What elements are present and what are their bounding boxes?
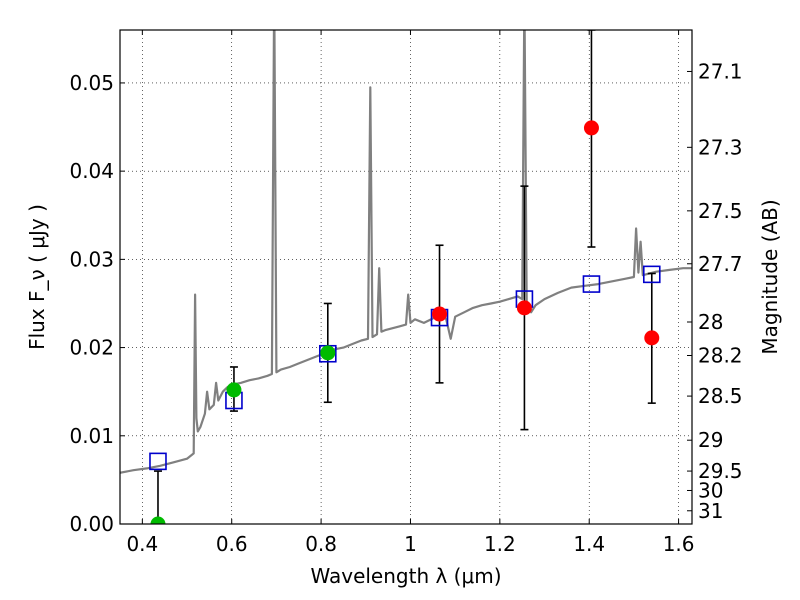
observed-point: [226, 382, 242, 398]
error-bar: [153, 470, 162, 524]
x-tick-label: 0.4: [126, 532, 158, 556]
error-bar: [587, 30, 596, 248]
observed-point: [320, 345, 336, 361]
right-tick-label: 27.7: [698, 252, 743, 276]
x-axis-title: Wavelength λ (μm): [310, 564, 501, 588]
model-point-square: [582, 275, 601, 293]
right-tick-label: 29.5: [698, 459, 743, 483]
x-tick-label: 0.8: [305, 532, 337, 556]
y-tick-label: 0.00: [69, 512, 114, 536]
observed-point: [583, 120, 599, 136]
x-tick-label: 0.6: [216, 532, 248, 556]
model-point-square: [642, 265, 661, 284]
right-tick-label: 27.1: [698, 59, 743, 83]
plot-frame: [119, 29, 693, 525]
observed-point: [644, 330, 660, 346]
y-tick-label: 0.05: [69, 71, 114, 95]
plot-area: [120, 30, 692, 524]
observed-point: [150, 516, 166, 524]
right-tick-label: 27.5: [698, 199, 743, 223]
y-tick-label: 0.02: [69, 336, 114, 360]
right-tick-label: 30: [698, 478, 723, 502]
y-tick-label: 0.03: [69, 247, 114, 271]
x-tick-label: 1.4: [573, 532, 605, 556]
right-tick-label: 27.3: [698, 135, 743, 159]
spectrum-line: [120, 30, 692, 474]
x-tick-label: 1: [404, 532, 417, 556]
right-tick-label: 28: [698, 310, 723, 334]
y-axis-title: Flux F_ν ( μJy ): [25, 204, 49, 350]
observed-point: [432, 306, 448, 322]
right-tick-label: 29: [698, 428, 723, 452]
y-tick-label: 0.01: [69, 424, 114, 448]
grid-lines: [120, 30, 692, 525]
right-tick-label: 28.2: [698, 344, 743, 368]
y-tick-label: 0.04: [69, 159, 114, 183]
model-point-square: [149, 452, 167, 471]
right-tick-label: 28.5: [698, 384, 743, 408]
right-axis-title: Magnitude (AB): [758, 199, 782, 354]
observed-point: [516, 300, 532, 316]
x-tick-label: 1.6: [663, 532, 695, 556]
right-tick-label: 31: [698, 499, 723, 523]
axis-ticks: 0.4 0.6 0.8 1 1.2 1.4 1.6 0.00 0.01 0.02 0.03 0.04 0…: [69, 30, 743, 556]
x-tick-label: 1.2: [484, 532, 516, 556]
